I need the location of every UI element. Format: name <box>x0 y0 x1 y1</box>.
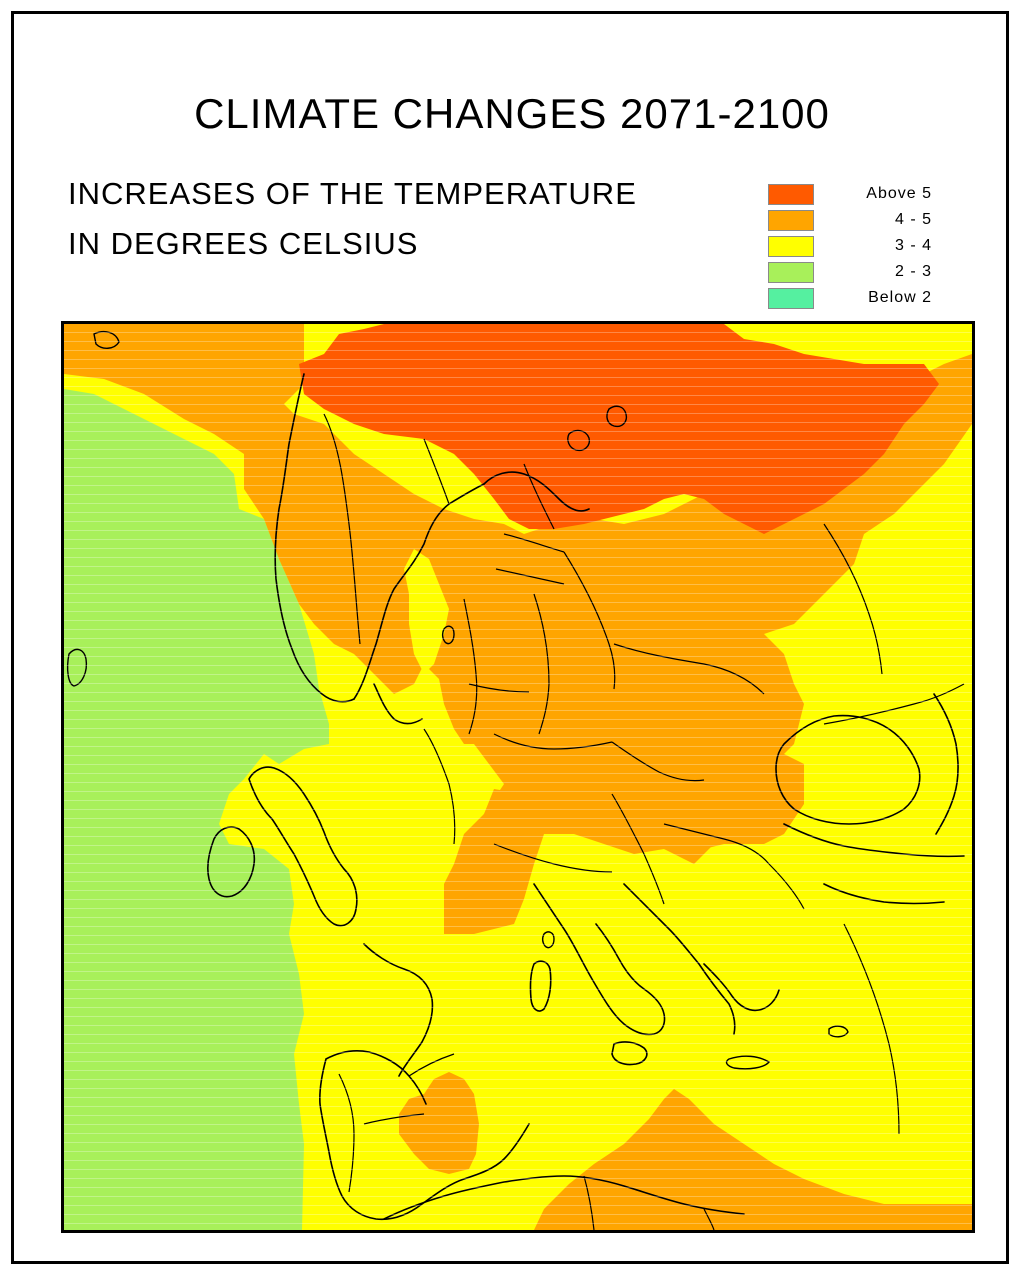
legend-item-above-5: Above 5 <box>768 184 938 210</box>
map-svg <box>64 324 972 1230</box>
subtitle-line-2: IN DEGREES CELSIUS <box>68 226 419 261</box>
legend-item-below-2: Below 2 <box>768 288 938 314</box>
legend-item-4-5: 4 - 5 <box>768 210 938 236</box>
legend-item-3-4: 3 - 4 <box>768 236 938 262</box>
legend-label: 2 - 3 <box>894 263 932 280</box>
legend-label: Below 2 <box>868 289 932 306</box>
legend-swatch <box>768 210 814 231</box>
legend-label: 3 - 4 <box>894 237 932 254</box>
legend-item-2-3: 2 - 3 <box>768 262 938 288</box>
legend-swatch <box>768 236 814 257</box>
legend-swatch <box>768 184 814 205</box>
legend: Above 5 4 - 5 3 - 4 2 - 3 Below 2 <box>768 184 938 314</box>
legend-swatch <box>768 288 814 309</box>
subtitle-line-1: INCREASES OF THE TEMPERATURE <box>68 176 637 211</box>
temperature-map <box>61 321 975 1233</box>
scanline-texture <box>64 324 972 1230</box>
legend-label: Above 5 <box>866 185 932 202</box>
legend-swatch <box>768 262 814 283</box>
legend-label: 4 - 5 <box>894 211 932 228</box>
map-title: CLIMATE CHANGES 2071-2100 <box>194 90 830 137</box>
